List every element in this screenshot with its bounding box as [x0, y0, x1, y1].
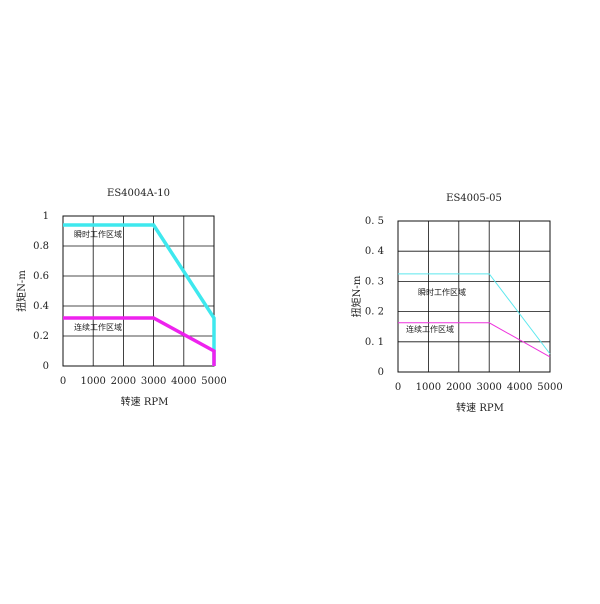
y-tick-label: 0.4 [33, 301, 49, 312]
y-tick-label: 0. 2 [365, 307, 384, 318]
x-tick-label: 1000 [416, 382, 441, 393]
y-tick-label: 0. 4 [365, 246, 384, 257]
x-tick-label: 0 [395, 382, 401, 393]
series-label-continuous: 连续工作区域 [74, 322, 122, 332]
x-axis-title: 转速 RPM [456, 401, 504, 414]
series-label-continuous: 连续工作区域 [406, 324, 454, 334]
y-tick-label: 0.6 [33, 271, 49, 282]
y-tick-label: 0 [378, 367, 384, 378]
x-axis-title: 转速 RPM [121, 395, 169, 408]
x-tick-label: 2000 [446, 382, 471, 393]
y-tick-label: 0. 1 [365, 337, 384, 348]
chart-1: 0 1000 2000 3000 4000 5000 0 0.2 0.4 0.6 0.8 1 ES400… [15, 188, 227, 408]
chart-title: ES4005-05 [446, 193, 502, 204]
x-tick-label: 4000 [507, 382, 532, 393]
x-tick-label: 1000 [80, 376, 105, 387]
y-tick-label: 0. 5 [365, 216, 384, 227]
y-axis-title: 扭矩N-m [350, 275, 363, 317]
x-tick-label: 0 [60, 376, 66, 387]
series-label-peak: 瞬时工作区域 [418, 287, 466, 297]
x-tick-label: 2000 [111, 376, 136, 387]
x-tick-label: 5000 [537, 382, 562, 393]
y-tick-label: 0.2 [33, 331, 49, 342]
y-tick-label: 0.8 [33, 241, 49, 252]
y-tick-label: 1 [43, 211, 49, 222]
x-tick-label: 3000 [141, 376, 166, 387]
x-tick-label: 3000 [476, 382, 501, 393]
y-tick-label: 0 [43, 361, 49, 372]
y-axis-title: 扭矩N-m [15, 270, 28, 312]
chart-2: 0 1000 2000 3000 4000 5000 0 0. 1 0. 2 0. 3 0. 4 0.… [350, 193, 563, 414]
chart-title: ES4004A-10 [107, 188, 170, 199]
series-label-peak: 瞬时工作区域 [74, 229, 122, 239]
x-tick-label: 4000 [171, 376, 196, 387]
y-tick-label: 0. 3 [365, 276, 384, 287]
x-tick-label: 5000 [201, 376, 226, 387]
